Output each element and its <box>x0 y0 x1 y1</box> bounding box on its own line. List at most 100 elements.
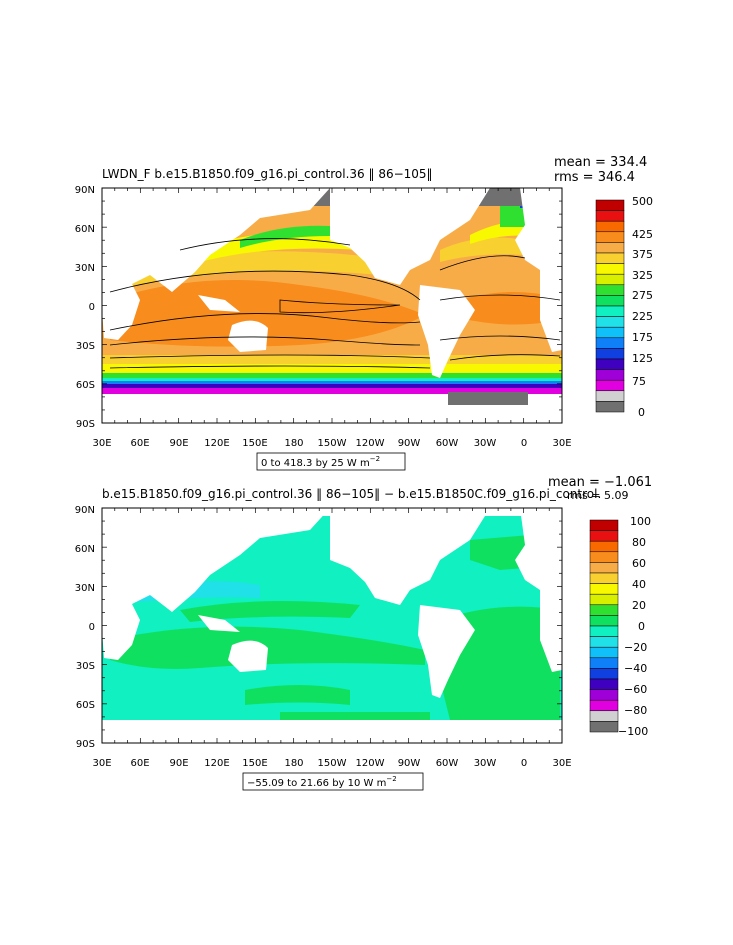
colorbar-swatch <box>589 678 619 690</box>
colorbar-label: −100 <box>618 725 648 738</box>
land-south-america <box>418 605 475 698</box>
band <box>102 381 562 384</box>
x-tick-label: 0 <box>521 438 527 449</box>
colorbar-label: 375 <box>632 248 653 261</box>
bottom-colorbar <box>589 519 619 733</box>
band <box>240 225 330 248</box>
colorbar-swatch <box>595 263 625 275</box>
colorbar-swatch <box>589 721 619 733</box>
colorbar-swatch <box>595 231 625 243</box>
colorbar-swatch <box>595 242 625 254</box>
anomaly-patch <box>245 685 350 705</box>
x-tick-label: 90W <box>398 758 421 769</box>
tick-marks <box>101 187 563 424</box>
colorbar-swatch <box>595 273 625 286</box>
y-tick-label: 30N <box>75 583 95 594</box>
colorbar-swatch <box>595 390 625 402</box>
top-panel: LWDN_F b.e15.B1850.f09_g16.pi_control.36… <box>75 155 653 471</box>
colorbar-swatch <box>589 530 619 542</box>
colorbar-swatch <box>589 604 619 616</box>
land-greenland <box>420 192 470 226</box>
antarctic-ice <box>448 392 528 406</box>
land-africa-east <box>540 590 562 672</box>
band <box>102 384 562 388</box>
colorbar-label: 20 <box>632 599 646 612</box>
colorbar-label: 325 <box>632 269 653 282</box>
colorbar-swatch <box>589 593 619 606</box>
colorbar-swatch <box>595 337 625 349</box>
colorbar-swatch <box>589 519 619 531</box>
land-eurasia <box>102 188 330 292</box>
colorbar-swatch <box>589 710 619 722</box>
top-colorbar-labels: 500 425 375 325 275 225 175 125 75 0 <box>632 195 653 419</box>
colorbar-swatch <box>595 326 625 339</box>
y-tick-label: 60S <box>76 380 95 391</box>
x-tick-label: 30E <box>92 758 111 769</box>
x-tick-label: 0 <box>521 758 527 769</box>
colorbar-swatch <box>589 646 619 659</box>
colorbar-swatch <box>589 615 619 627</box>
colorbar-label: 500 <box>632 195 653 208</box>
y-tick-label: 0 <box>89 622 95 633</box>
land-antarctica <box>102 720 562 743</box>
x-tick-label: 60E <box>130 758 149 769</box>
colorbar-label: 60 <box>632 557 646 570</box>
colorbar-swatch <box>589 551 619 563</box>
x-tick-label: 120W <box>356 438 385 449</box>
colorbar-label: 425 <box>632 228 653 241</box>
y-tick-label: 60N <box>75 224 95 235</box>
bottom-range-text: −55.09 to 21.66 by 10 W m <box>247 778 386 789</box>
x-tick-label: 120W <box>356 758 385 769</box>
x-tick-label: 60E <box>130 438 149 449</box>
band <box>102 364 562 374</box>
anomaly-patch <box>280 712 430 720</box>
top-range-unit-sup: −2 <box>370 455 380 463</box>
top-map <box>102 188 562 423</box>
colorbar-swatch <box>589 540 619 553</box>
band <box>470 221 525 244</box>
anomaly-patch <box>180 601 360 622</box>
colorbar-swatch <box>595 305 625 317</box>
svg-text:0 to 418.3 by 25 W m−2: 0 to 418.3 by 25 W m−2 <box>261 455 380 469</box>
x-tick-label: 30E <box>92 438 111 449</box>
colorbar-label: 40 <box>632 578 646 591</box>
colorbar-label: 0 <box>638 406 645 419</box>
band <box>102 388 562 394</box>
colorbar-swatch <box>589 625 619 637</box>
band <box>440 237 525 262</box>
bottom-x-ticks: 30E 60E 90E 120E 150E 180 150W 120W 90W … <box>92 758 571 769</box>
colorbar-swatch <box>595 295 625 307</box>
x-tick-label: 60W <box>436 758 459 769</box>
land-eurasia <box>102 508 330 612</box>
x-tick-label: 150E <box>242 758 267 769</box>
tick-marks <box>101 507 563 744</box>
colorbar-swatch <box>589 636 619 648</box>
bottom-panel: b.e15.B1850.f09_g16.pi_control.36 ‖ 86−1… <box>75 475 652 791</box>
colorbar-swatch <box>595 379 625 392</box>
y-tick-label: 60S <box>76 700 95 711</box>
land-australia <box>228 640 268 672</box>
land-eurasia-east <box>515 188 562 292</box>
x-tick-label: 90E <box>169 758 188 769</box>
land-africa <box>102 596 140 660</box>
colorbar-swatch <box>589 572 619 584</box>
x-tick-label: 120E <box>204 438 229 449</box>
y-tick-label: 0 <box>89 302 95 313</box>
colorbar-label: 80 <box>632 536 646 549</box>
x-tick-label: 150W <box>318 438 347 449</box>
band <box>102 378 562 381</box>
bottom-rms: rms = 5.09 <box>567 489 628 502</box>
x-tick-label: 30E <box>552 438 571 449</box>
colorbar-swatch <box>595 316 625 328</box>
colorbar-label: −60 <box>624 683 647 696</box>
colorbar-label: 100 <box>630 515 651 528</box>
colorbar-swatch <box>589 668 619 680</box>
x-tick-label: 30W <box>474 758 497 769</box>
bottom-range-unit-sup: −2 <box>386 775 396 783</box>
top-colorbar <box>595 199 625 413</box>
y-tick-label: 90N <box>75 505 95 516</box>
y-tick-label: 90N <box>75 185 95 196</box>
top-mean: mean = 334.4 <box>554 155 647 170</box>
y-tick-label: 60N <box>75 544 95 555</box>
colorbar-label: 75 <box>632 375 646 388</box>
